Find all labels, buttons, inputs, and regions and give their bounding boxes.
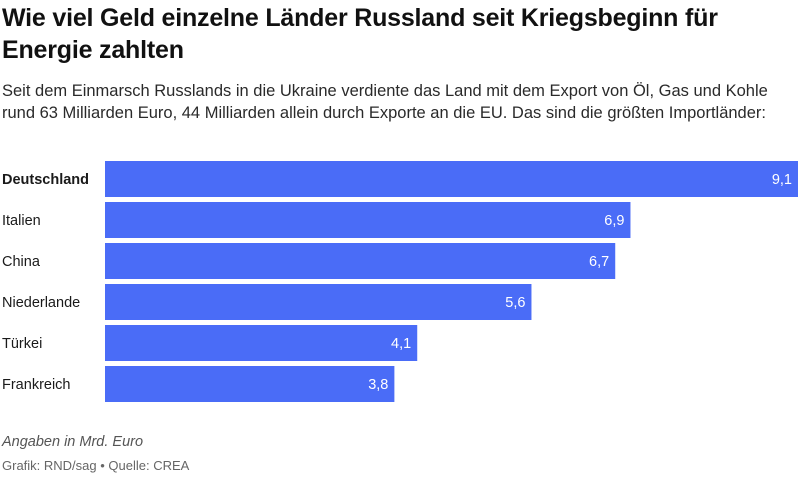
bar [105, 325, 418, 361]
category-label: Italien [2, 213, 41, 229]
bar [105, 161, 798, 197]
category-label: Deutschland [2, 172, 89, 188]
source-credit: Grafik: RND/sag • Quelle: CREA [2, 458, 190, 473]
category-label: Frankreich [2, 377, 71, 393]
bar-value-label: 9,1 [772, 172, 792, 188]
category-label: China [2, 254, 41, 270]
units-note: Angaben in Mrd. Euro [2, 434, 144, 450]
bar-value-label: 5,6 [505, 295, 525, 311]
bar-value-label: 6,7 [589, 254, 609, 270]
bar [105, 284, 532, 320]
chart-title: Wie viel Geld einzelne Länder Russland s… [2, 4, 718, 64]
bar-chart: Deutschland 9,1 Italien 6,9 China 6,7 Niederla… [2, 161, 798, 402]
category-label: Türkei [2, 336, 42, 352]
bar [105, 366, 395, 402]
category-label: Niederlande [2, 295, 80, 311]
bar-value-label: 3,8 [368, 377, 388, 393]
bar [105, 202, 631, 238]
chart-subtitle: Seit dem Einmarsch Russlands in die Ukra… [2, 82, 768, 122]
bar-value-label: 4,1 [391, 336, 411, 352]
bar [105, 243, 616, 279]
bar-value-label: 6,9 [604, 213, 624, 229]
